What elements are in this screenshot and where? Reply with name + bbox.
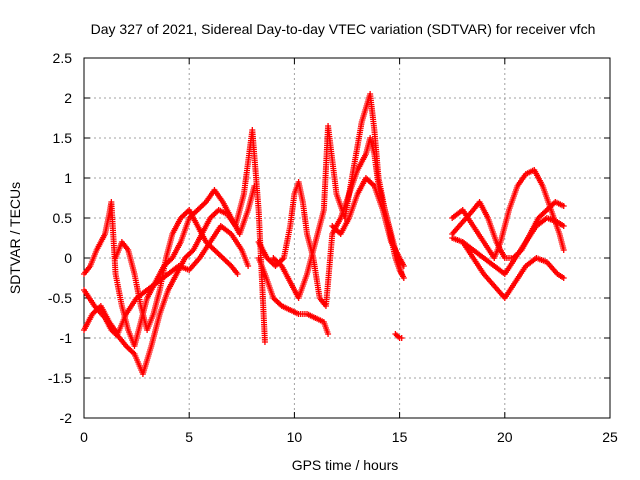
data-point (560, 275, 567, 281)
x-tick-label: 15 (392, 429, 408, 445)
y-tick-label: 2 (64, 90, 72, 106)
data-point (325, 331, 332, 337)
y-tick-label: -1.5 (48, 370, 72, 386)
y-tick-label: 1 (64, 170, 72, 186)
data-point (560, 203, 567, 209)
series-arc-m (459, 215, 567, 277)
data-point (400, 275, 407, 281)
x-tick-label: 25 (602, 429, 618, 445)
series-arc-c (81, 223, 252, 337)
x-tick-label: 20 (497, 429, 513, 445)
y-tick-label: -0.5 (48, 290, 72, 306)
data-point (261, 339, 268, 345)
series-arc-b (81, 183, 258, 349)
data-point (251, 183, 258, 189)
series-arc-g (270, 91, 405, 301)
series-arc-h (329, 175, 407, 269)
y-tick-label: 1.5 (53, 130, 73, 146)
y-axis-label: SDTVAR / TECUs (7, 182, 23, 294)
data-point (560, 223, 567, 229)
data-point (234, 271, 241, 277)
x-axis-label: GPS time / hours (292, 457, 399, 473)
y-tick-label: 0.5 (53, 210, 73, 226)
series-arc-d (112, 207, 241, 333)
y-tick-label: 0 (64, 250, 72, 266)
data-point (245, 263, 252, 269)
x-tick-label: 10 (287, 429, 303, 445)
data-point (560, 247, 567, 253)
series-layer (81, 91, 567, 377)
chart-title: Day 327 of 2021, Sidereal Day-to-day VTE… (91, 21, 596, 37)
data-point (400, 263, 407, 269)
series-arc-e (255, 255, 332, 337)
y-tick-label: -2 (60, 410, 73, 426)
plot-frame (83, 57, 611, 419)
y-tick-label: 2.5 (53, 50, 73, 66)
y-tick-label: -1 (60, 330, 73, 346)
x-tick-label: 5 (185, 429, 193, 445)
data-point (398, 335, 405, 341)
tick-layer: 0 5 10 15 20 25 -2 -1.5 -1 -0.5 0 0.5 1 1.5 2 2.5 (48, 50, 618, 445)
data-point (398, 271, 405, 277)
series-arc-a (81, 127, 268, 377)
x-tick-label: 0 (80, 429, 88, 445)
series-arc-i (392, 331, 405, 341)
grid-layer (84, 58, 610, 418)
